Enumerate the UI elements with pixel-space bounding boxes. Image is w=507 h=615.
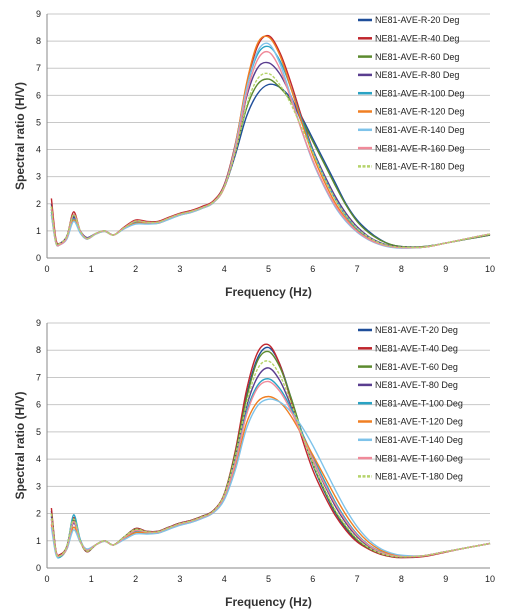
x-tick-label: 2 xyxy=(133,264,138,274)
series-line-2 xyxy=(50,343,491,559)
y-tick-label: 1 xyxy=(36,226,41,236)
x-tick-label: 2 xyxy=(133,574,138,584)
y-tick-label: 9 xyxy=(36,318,41,328)
y-tick-label: 4 xyxy=(36,145,41,155)
y-axis-label: Spectral ratio (H/V) xyxy=(13,82,27,190)
x-tick-label: 5 xyxy=(266,264,271,274)
y-tick-label: 2 xyxy=(36,199,41,209)
legend-label: NE81-AVE-R-20 Deg xyxy=(375,15,459,25)
y-tick-label: 6 xyxy=(36,90,41,100)
x-tick-label: 7 xyxy=(355,574,360,584)
y-tick-label: 6 xyxy=(36,400,41,410)
legend-label: NE81-AVE-R-80 Deg xyxy=(375,70,459,80)
x-tick-label: 5 xyxy=(266,574,271,584)
x-tick-label: 0 xyxy=(44,574,49,584)
x-tick-label: 3 xyxy=(177,264,182,274)
x-tick-label: 0 xyxy=(44,264,49,274)
legend-label: NE81-AVE-T-100 Deg xyxy=(375,398,463,408)
x-tick-label: 8 xyxy=(399,264,404,274)
y-tick-label: 1 xyxy=(36,536,41,546)
x-tick-label: 6 xyxy=(310,264,315,274)
x-axis-label: Frequency (Hz) xyxy=(225,285,312,299)
y-tick-label: 0 xyxy=(36,253,41,263)
legend-label: NE81-AVE-R-120 Deg xyxy=(375,107,464,117)
x-tick-label: 10 xyxy=(485,574,495,584)
legend-label: NE81-AVE-T-40 Deg xyxy=(375,344,458,354)
x-tick-label: 9 xyxy=(443,264,448,274)
legend-label: NE81-AVE-R-180 Deg xyxy=(375,162,464,172)
y-tick-label: 4 xyxy=(36,454,41,464)
x-tick-label: 4 xyxy=(222,264,227,274)
x-tick-label: 7 xyxy=(355,264,360,274)
series-line-9 xyxy=(50,360,491,558)
legend-label: NE81-AVE-R-100 Deg xyxy=(375,88,464,98)
x-tick-label: 3 xyxy=(177,574,182,584)
x-tick-label: 8 xyxy=(399,574,404,584)
y-tick-label: 0 xyxy=(36,563,41,573)
series-line-2 xyxy=(50,34,491,249)
series-line-9 xyxy=(50,72,491,249)
y-tick-label: 5 xyxy=(36,117,41,127)
y-tick-label: 3 xyxy=(36,481,41,491)
y-axis-label: Spectral ratio (H/V) xyxy=(13,391,27,499)
legend-label: NE81-AVE-T-160 Deg xyxy=(375,453,463,463)
y-tick-label: 8 xyxy=(36,36,41,46)
legend-label: NE81-AVE-T-120 Deg xyxy=(375,417,463,427)
y-tick-label: 7 xyxy=(36,372,41,382)
legend-label: NE81-AVE-T-140 Deg xyxy=(375,435,463,445)
x-tick-label: 1 xyxy=(89,574,94,584)
y-tick-label: 8 xyxy=(36,345,41,355)
legend-label: NE81-AVE-R-60 Deg xyxy=(375,52,459,62)
x-tick-label: 1 xyxy=(89,264,94,274)
legend-label: NE81-AVE-T-180 Deg xyxy=(375,472,463,482)
legend-label: NE81-AVE-T-80 Deg xyxy=(375,380,458,390)
legend-label: NE81-AVE-R-160 Deg xyxy=(375,143,464,153)
legend-label: NE81-AVE-R-140 Deg xyxy=(375,125,464,135)
x-tick-label: 6 xyxy=(310,574,315,584)
legend-label: NE81-AVE-T-20 Deg xyxy=(375,325,458,335)
y-tick-label: 2 xyxy=(36,509,41,519)
y-tick-label: 3 xyxy=(36,172,41,182)
chart-panel-1: 0 1 2 3 4 5 6 7 8 9 0 1 2 3 4 5 6 7 8 9 10 Frequency (Hz) Spec… xyxy=(13,9,495,299)
legend-label: NE81-AVE-R-40 Deg xyxy=(375,34,459,44)
x-tick-label: 10 xyxy=(485,264,495,274)
y-tick-label: 7 xyxy=(36,63,41,73)
y-tick-label: 5 xyxy=(36,427,41,437)
x-axis-label: Frequency (Hz) xyxy=(225,595,312,609)
x-tick-label: 9 xyxy=(443,574,448,584)
x-tick-label: 4 xyxy=(222,574,227,584)
chart-panel-2: 0 1 2 3 4 5 6 7 8 9 0 1 2 3 4 5 6 7 8 9 10 Frequency (Hz) Spec… xyxy=(13,318,495,609)
y-tick-label: 9 xyxy=(36,9,41,19)
legend-label: NE81-AVE-T-60 Deg xyxy=(375,362,458,372)
